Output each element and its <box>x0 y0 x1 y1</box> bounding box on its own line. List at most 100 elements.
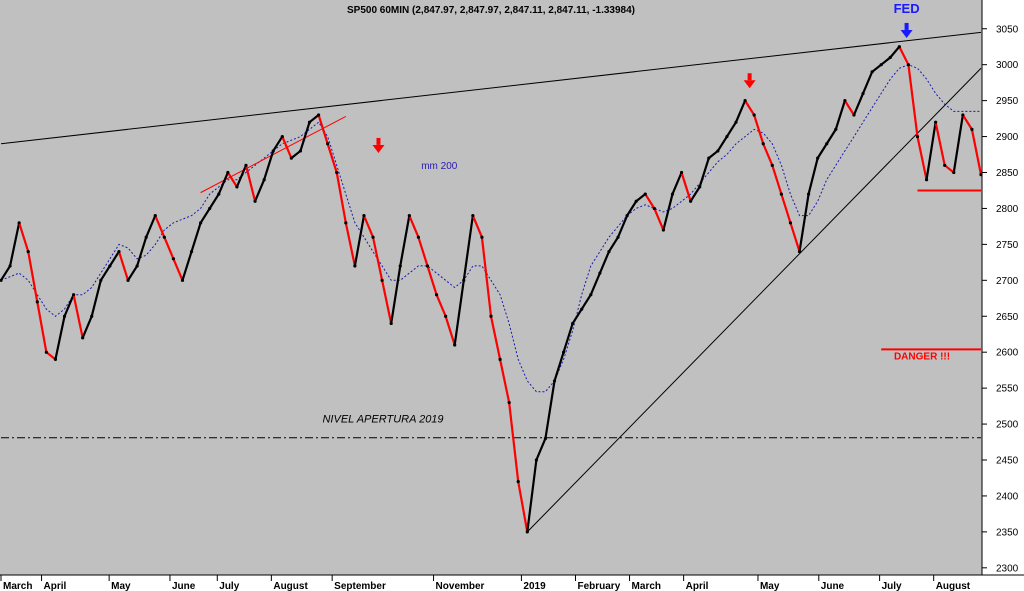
price-segment <box>616 214 629 239</box>
arrow-down-icon <box>900 22 913 38</box>
chart-title: SP500 60MIN (2,847.97, 2,847.97, 2,847.1… <box>347 5 635 16</box>
price-point <box>952 170 956 175</box>
price-point <box>62 314 67 318</box>
price-point <box>598 271 602 275</box>
price-segment <box>816 142 828 160</box>
price-point <box>870 70 874 74</box>
price-segment <box>290 149 302 160</box>
price-segment <box>889 45 901 59</box>
price-segment <box>181 250 193 282</box>
price-segment <box>0 264 12 282</box>
price-segment <box>644 192 656 210</box>
price-segment <box>508 401 520 483</box>
price-point <box>362 214 366 218</box>
x-tick-label: July <box>219 581 239 591</box>
price-segment <box>789 221 801 253</box>
x-tick-label: September <box>334 581 386 591</box>
price-point <box>262 178 266 182</box>
x-tick-label: May <box>111 581 131 591</box>
price-point <box>81 336 85 340</box>
price-point <box>71 293 76 297</box>
x-axis-ticks: March April May June July August September Nove… <box>0 575 971 591</box>
price-segment <box>852 92 865 117</box>
price-point <box>797 249 802 254</box>
price-segment <box>589 272 601 296</box>
price-point <box>806 192 811 196</box>
price-segment <box>934 121 946 167</box>
x-tick-label: April <box>686 581 709 591</box>
price-segment <box>362 214 375 239</box>
price-segment <box>99 264 111 282</box>
y-tick-label: 2500 <box>996 420 1019 431</box>
price-point <box>480 235 484 239</box>
price-segment <box>498 358 511 404</box>
price-segment <box>880 56 892 66</box>
price-segment <box>27 250 39 303</box>
x-tick-label: March <box>632 581 661 591</box>
price-point <box>725 134 729 139</box>
price-segment <box>607 236 620 253</box>
mm200-line <box>0 64 981 393</box>
arrow-shaft <box>904 22 909 30</box>
price-point <box>35 300 39 304</box>
price-segment <box>798 192 810 253</box>
price-segment <box>898 45 910 66</box>
price-point <box>425 264 430 268</box>
x-tick-label: 2019 <box>523 581 546 591</box>
price-point <box>271 149 275 153</box>
price-point <box>961 113 965 117</box>
x-tick-label: May <box>760 581 780 591</box>
price-point <box>516 479 520 484</box>
price-point <box>761 142 765 146</box>
price-point <box>53 357 58 361</box>
arrow-head <box>743 80 756 89</box>
trendline <box>526 67 982 533</box>
price-point <box>26 249 30 254</box>
price-point <box>344 221 348 225</box>
y-tick-label: 2600 <box>996 348 1019 359</box>
arrow-down-icon <box>743 73 756 89</box>
price-segment <box>943 164 955 174</box>
price-point <box>879 63 883 67</box>
price-segment <box>408 214 420 239</box>
price-point <box>752 113 756 117</box>
trendline <box>0 31 982 145</box>
price-point <box>843 99 847 103</box>
price-segment <box>226 171 239 188</box>
y-tick-label: 2450 <box>996 456 1019 467</box>
fed-label: FED <box>894 1 920 16</box>
markers-layer <box>372 22 913 153</box>
price-segment <box>335 171 347 224</box>
price-segment <box>263 149 275 181</box>
price-point <box>779 192 783 196</box>
price-point <box>825 142 829 146</box>
y-tick-label: 2850 <box>996 168 1019 179</box>
y-tick-label: 3000 <box>996 60 1019 71</box>
price-point <box>353 264 357 268</box>
price-point <box>634 199 638 203</box>
price-segment <box>45 351 57 361</box>
price-segment <box>72 293 84 339</box>
price-point <box>561 350 566 354</box>
price-segment <box>390 264 402 325</box>
price-segment <box>916 135 928 181</box>
price-segment <box>399 214 411 268</box>
price-segment <box>952 113 964 174</box>
price-segment <box>36 300 48 354</box>
x-tick-label: November <box>436 581 485 591</box>
price-segment <box>753 113 765 145</box>
price-point <box>235 185 239 189</box>
price-segment <box>299 121 311 153</box>
price-point <box>915 134 920 139</box>
price-segment <box>272 135 284 153</box>
price-point <box>462 278 466 282</box>
price-segment <box>117 250 130 282</box>
price-point <box>471 214 475 218</box>
price-segment <box>63 293 75 318</box>
price-point <box>8 264 12 268</box>
price-point <box>652 206 656 211</box>
price-segment <box>489 315 502 361</box>
x-tick-label: April <box>44 581 67 591</box>
x-tick-label: June <box>821 581 845 591</box>
